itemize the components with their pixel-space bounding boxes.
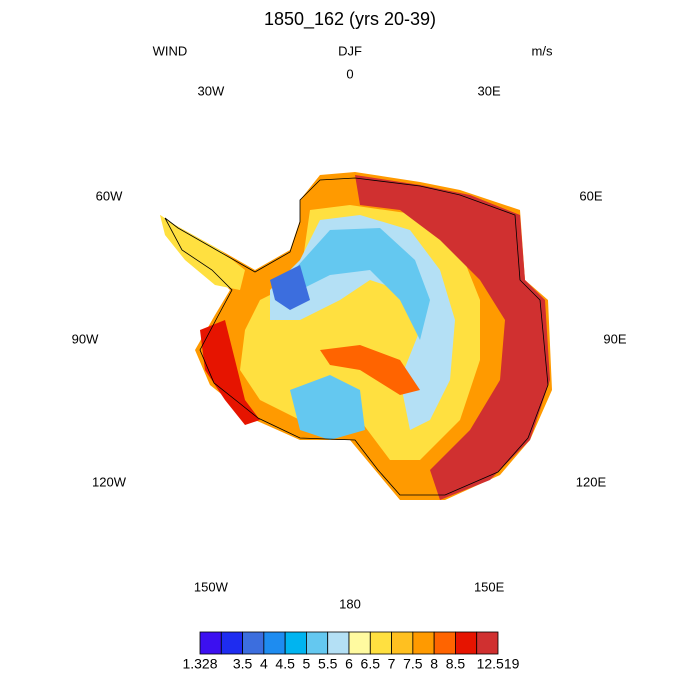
field-peninsula (160, 215, 245, 290)
longitude-label: 30E (478, 84, 501, 99)
colorbar-label: 12.519 (477, 656, 520, 672)
longitude-label: 150E (474, 579, 505, 594)
colorbar-label: 6.5 (361, 656, 381, 672)
colorbar-label: 4 (260, 656, 268, 672)
longitude-label: 150W (194, 579, 229, 594)
season-label: DJF (338, 43, 362, 58)
colorbar-label: 4.5 (275, 656, 295, 672)
longitude-label: 120E (576, 475, 607, 490)
colorbar-box (369, 631, 392, 655)
colorbar-label: 8 (430, 656, 438, 672)
colorbar-box (284, 631, 307, 655)
longitude-labels: 0 30E 60E 90E 120E 150E 180 150W 120W 90W 60W 30W (72, 66, 627, 611)
colorbar-box (263, 631, 286, 655)
colorbar-box (242, 631, 265, 655)
colorbar-label: 5.5 (318, 656, 338, 672)
field-red-east (355, 175, 550, 500)
longitude-label: 120W (92, 475, 127, 490)
colorbar-label: 6 (345, 656, 353, 672)
colorbar-box (306, 631, 329, 655)
longitude-label: 180 (339, 596, 361, 611)
colorbar-label: 7.5 (403, 656, 423, 672)
colorbar-label: 7 (388, 656, 396, 672)
colorbar-box (476, 631, 499, 655)
variable-label: WIND (153, 43, 188, 58)
longitude-label: 90W (72, 331, 99, 346)
longitude-label: 60E (579, 188, 602, 203)
field-blue (285, 228, 430, 340)
title: 1850_162 (yrs 20-39) (264, 9, 436, 30)
longitude-label: 0 (346, 66, 353, 81)
longitude-label: 60W (96, 188, 123, 203)
field-red-west (200, 320, 260, 425)
map (160, 172, 552, 500)
field-dark-blue (270, 265, 310, 310)
colorbar-box (391, 631, 414, 655)
field-blue-south (290, 375, 365, 440)
colorbar-box (433, 631, 456, 655)
colorbar-box (220, 631, 243, 655)
colorbar-box (455, 631, 478, 655)
colorbar-label: 1.328 (182, 656, 217, 672)
longitude-label: 30W (198, 84, 225, 99)
colorbar-box (348, 631, 371, 655)
colorbar-label: 8.5 (446, 656, 466, 672)
field-red-band (320, 345, 420, 395)
colorbar-box (199, 631, 222, 655)
colorbar-box (327, 631, 350, 655)
colorbar-label: 3.5 (233, 656, 253, 672)
longitude-label: 90E (603, 331, 626, 346)
colorbar-label: 5 (303, 656, 311, 672)
colorbar: 1.328 3.5 4 4.5 5 5.5 6 6.5 7 7.5 8 8.5 12.519 (182, 631, 520, 672)
colorbar-box (412, 631, 435, 655)
units-label: m/s (532, 43, 553, 58)
coastline (164, 177, 549, 496)
